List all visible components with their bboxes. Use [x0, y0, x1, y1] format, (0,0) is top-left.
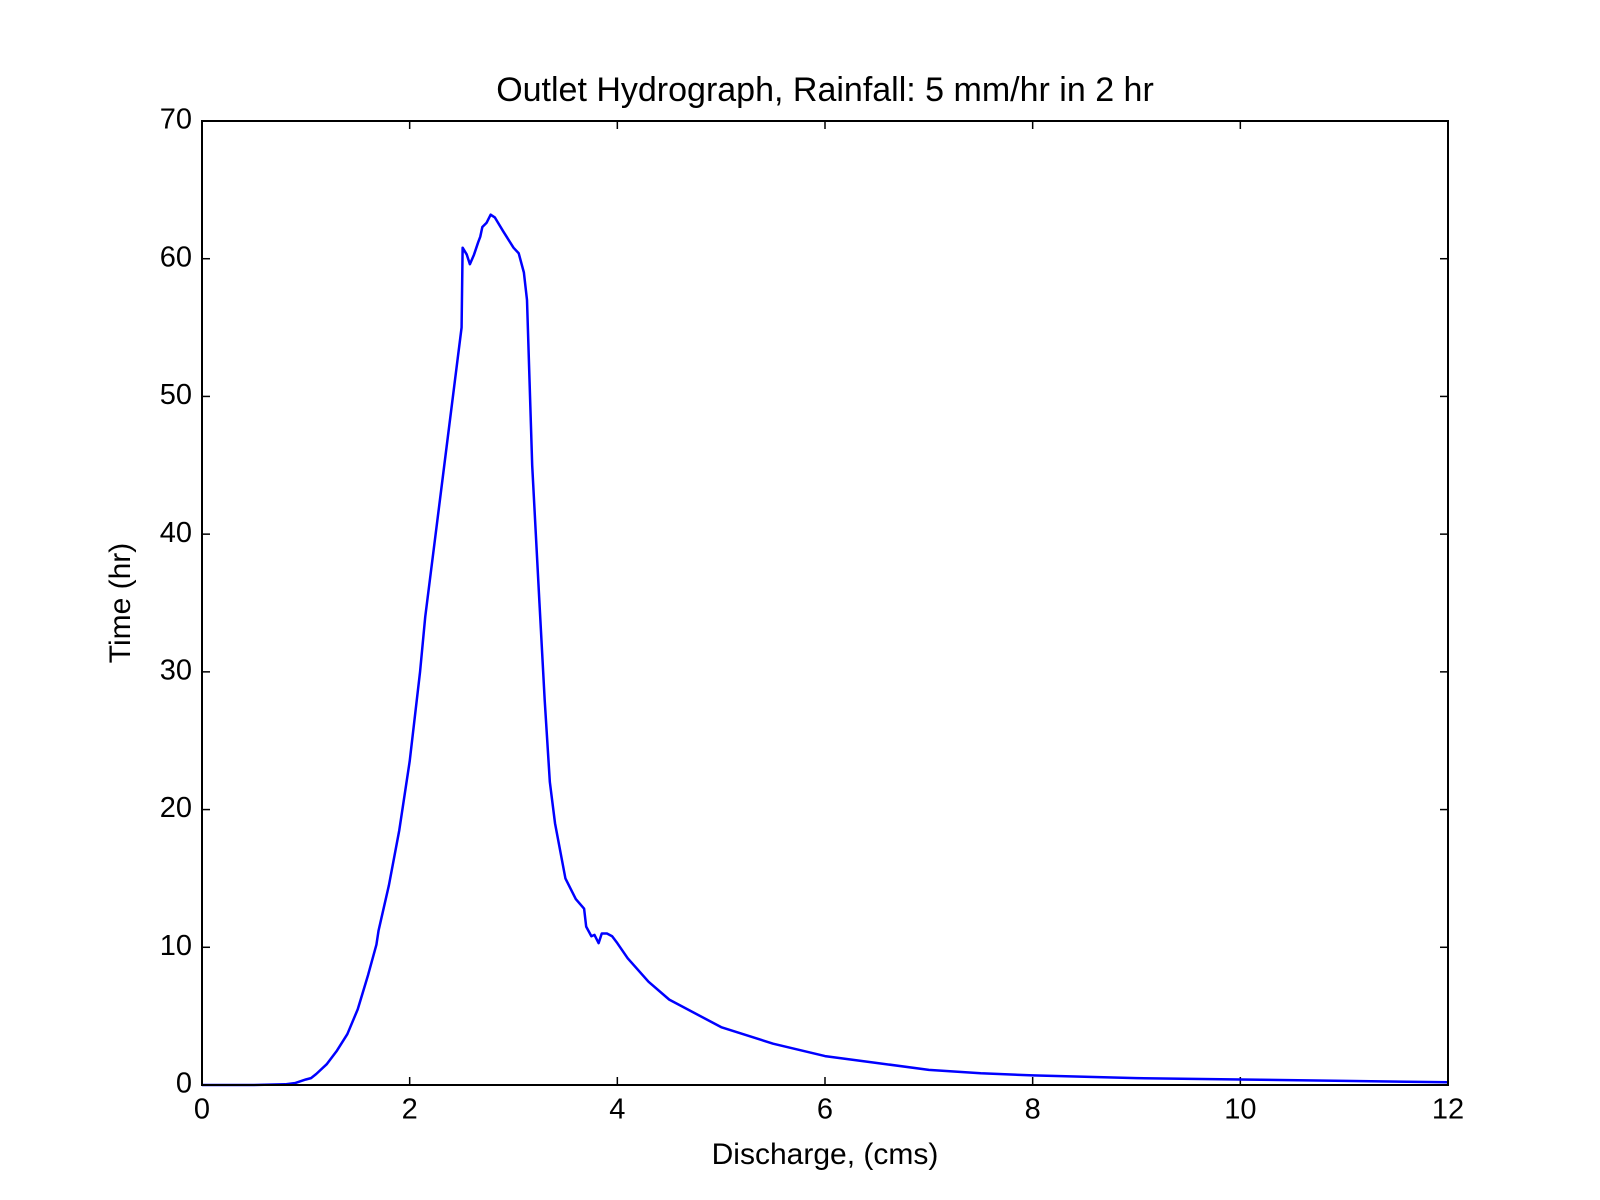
- y-tick-label: 20: [160, 792, 192, 824]
- x-tick-label: 6: [817, 1094, 833, 1126]
- y-tick-label: 10: [160, 930, 192, 962]
- x-tick-label: 10: [1224, 1094, 1256, 1126]
- plot-frame: [201, 120, 1449, 1086]
- y-tick-label: 60: [160, 241, 192, 273]
- x-tick-label: 2: [402, 1094, 418, 1126]
- data-line: [202, 213, 1449, 1087]
- y-tick-label: 50: [160, 379, 192, 411]
- chart-title: Outlet Hydrograph, Rainfall: 5 mm/hr in …: [496, 71, 1154, 109]
- y-axis-label: Time (hr): [104, 543, 137, 664]
- y-tick-label: 70: [160, 104, 192, 136]
- y-tick-label: 40: [160, 517, 192, 549]
- x-tick-label: 0: [194, 1094, 210, 1126]
- x-tick-label: 4: [609, 1094, 625, 1126]
- x-tick-label: 12: [1432, 1094, 1464, 1126]
- y-tick-label: 30: [160, 655, 192, 687]
- y-tick-label: 0: [176, 1068, 192, 1100]
- x-axis-label: Discharge, (cms): [712, 1138, 939, 1171]
- x-tick-label: 8: [1025, 1094, 1041, 1126]
